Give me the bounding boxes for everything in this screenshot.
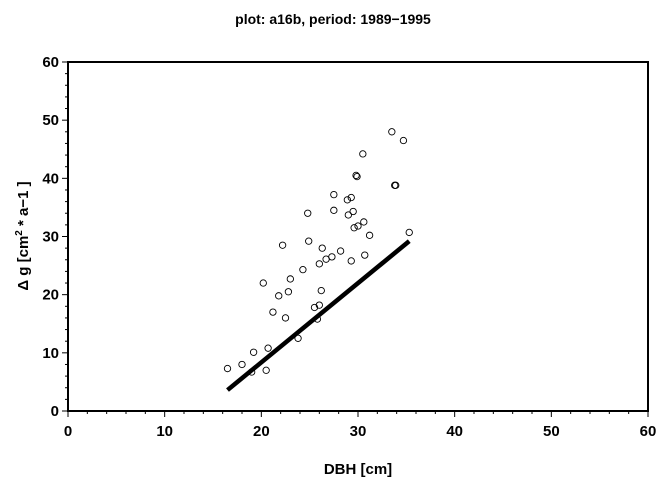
data-point [284, 288, 293, 296]
data-point [392, 181, 400, 189]
y-tick-label: 10 [42, 345, 59, 362]
data-point [354, 222, 362, 230]
plot-frame [67, 61, 649, 412]
data-point [259, 279, 267, 287]
x-tick-label: 0 [64, 423, 72, 440]
data-point [328, 253, 336, 261]
data-point [317, 286, 325, 295]
data-point [281, 314, 290, 322]
data-point [264, 344, 272, 352]
x-tick-label: 60 [640, 423, 657, 440]
y-tick-label: 40 [42, 170, 59, 187]
data-point [269, 308, 277, 316]
x-tick-label: 50 [543, 423, 560, 440]
data-point [223, 364, 232, 373]
data-point [353, 172, 361, 181]
data-point [304, 209, 312, 217]
data-point [249, 348, 258, 356]
data-point [352, 171, 360, 180]
data-point [347, 257, 355, 265]
data-point [344, 211, 352, 219]
y-tick-label: 50 [42, 112, 59, 129]
data-point [350, 224, 358, 232]
data-point [318, 244, 326, 252]
data-point [310, 303, 319, 312]
regression-line [226, 239, 411, 392]
data-point [336, 247, 345, 255]
x-axis-label: DBH [cm] [324, 461, 392, 478]
data-point [275, 292, 283, 300]
data-point [365, 231, 374, 239]
data-point [286, 275, 294, 283]
x-axis: 0 10 20 30 40 50 60 [64, 411, 657, 440]
x-tick-label: 20 [253, 423, 270, 440]
data-point [330, 190, 338, 199]
data-point [278, 241, 287, 249]
y-tick-label: 30 [42, 229, 59, 246]
data-point [349, 207, 357, 216]
y-tick-label: 20 [42, 287, 59, 304]
data-points [223, 128, 413, 376]
y-axis-label-superscript: 2 [14, 230, 25, 236]
data-point [359, 150, 367, 158]
data-point [343, 196, 352, 204]
data-point [330, 206, 338, 214]
data-point [238, 360, 246, 369]
regression-lines [226, 239, 411, 392]
data-point [360, 218, 368, 226]
data-point [399, 136, 408, 145]
data-point [361, 251, 369, 259]
y-tick-label: 0 [51, 403, 59, 420]
data-point [305, 237, 313, 245]
y-axis: 0 10 20 30 40 50 60 [42, 54, 68, 420]
x-tick-label: 10 [156, 423, 173, 440]
y-axis-label-rest: * a−1 ] [15, 181, 32, 230]
data-point [405, 228, 413, 237]
y-axis-label: Δ g [cm2 * a−1 ] [14, 181, 32, 290]
chart-title: plot: a16b, period: 1989−1995 [235, 11, 431, 27]
data-point [388, 128, 396, 136]
x-tick-label: 40 [446, 423, 463, 440]
y-axis-label-main: Δ g [cm [15, 236, 32, 291]
data-point [262, 366, 270, 374]
data-point [315, 260, 323, 268]
x-tick-label: 30 [350, 423, 367, 440]
data-point [315, 301, 323, 309]
y-tick-label: 60 [42, 54, 59, 71]
data-point [299, 266, 307, 274]
data-point [347, 193, 355, 202]
